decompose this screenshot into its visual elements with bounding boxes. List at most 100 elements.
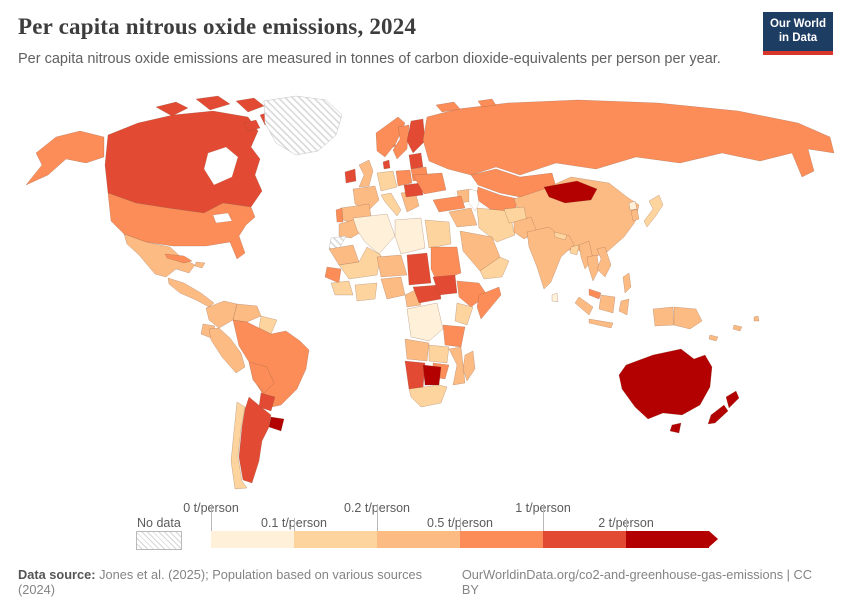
country-sumatra[interactable] (574, 296, 594, 316)
country-botswana[interactable] (422, 364, 442, 386)
legend-tick-line (294, 518, 295, 531)
country-sweden[interactable] (392, 124, 410, 160)
country-australia[interactable] (618, 348, 713, 420)
country-ireland[interactable] (344, 168, 357, 184)
country-portugal[interactable] (335, 207, 344, 223)
country-egypt[interactable] (424, 219, 452, 249)
country-romania-hungary[interactable] (403, 182, 424, 198)
legend-bin-3[interactable] (460, 531, 543, 548)
country-central-african-republic[interactable] (412, 284, 442, 304)
country-russia[interactable] (422, 99, 835, 178)
country-papua-new-guinea[interactable] (673, 306, 703, 330)
country-nepal[interactable] (553, 231, 568, 241)
country-finland[interactable] (406, 118, 426, 154)
country-mongolia[interactable] (543, 180, 598, 204)
country-mexico[interactable] (123, 233, 196, 278)
country-hispaniola[interactable] (194, 261, 206, 269)
legend-bin-1[interactable] (294, 531, 377, 548)
country-italy[interactable] (380, 192, 402, 217)
country-senegal[interactable] (324, 266, 342, 284)
country-libya[interactable] (394, 217, 426, 255)
country-new-zealand-south[interactable] (707, 404, 729, 425)
country-uk[interactable] (358, 159, 374, 188)
country-uruguay[interactable] (268, 416, 285, 432)
country-baltics[interactable] (408, 152, 424, 170)
country-syria-iraq[interactable] (448, 207, 478, 228)
legend-tick-0: 0 t/person (183, 501, 239, 515)
country-somalia[interactable] (476, 286, 502, 320)
country-germany[interactable] (376, 170, 398, 192)
country-iran[interactable] (476, 207, 516, 243)
country-paraguay[interactable] (258, 392, 276, 412)
country-angola[interactable] (404, 338, 430, 362)
country-canada[interactable] (104, 110, 263, 214)
country-thailand[interactable] (586, 254, 600, 282)
country-mozambique[interactable] (448, 346, 466, 386)
country-sri-lanka[interactable] (551, 292, 559, 303)
country-philippines[interactable] (622, 272, 632, 294)
country-bolivia[interactable] (248, 361, 275, 394)
country-cuba[interactable] (164, 253, 193, 264)
country-west-papua[interactable] (652, 306, 675, 327)
country-chad[interactable] (406, 252, 432, 286)
country-north-korea[interactable] (628, 200, 638, 211)
country-denmark[interactable] (382, 159, 391, 170)
country-poland[interactable] (395, 169, 413, 187)
country-india[interactable] (526, 226, 575, 290)
country-alaska[interactable] (25, 130, 105, 186)
country-france[interactable] (352, 185, 380, 211)
data-source-text: Data source: Jones et al. (2025); Popula… (18, 567, 462, 597)
legend-bin-5[interactable] (626, 531, 709, 548)
country-new-zealand-north[interactable] (725, 390, 740, 409)
country-argentina[interactable] (238, 396, 272, 484)
country-canadian-islands[interactable] (195, 95, 231, 111)
country-madagascar[interactable] (462, 350, 476, 382)
country-zambia[interactable] (428, 344, 450, 364)
country-new-caledonia[interactable] (732, 324, 743, 332)
country-south-sudan[interactable] (432, 274, 458, 296)
country-canadian-islands[interactable] (235, 97, 265, 113)
country-japan[interactable] (643, 194, 664, 228)
country-guinea-region[interactable] (330, 280, 354, 296)
country-canadian-islands[interactable] (155, 101, 189, 117)
country-algeria[interactable] (352, 213, 396, 255)
legend-bin-0[interactable] (211, 531, 294, 548)
legend-bin-2[interactable] (377, 531, 460, 548)
country-peru[interactable] (208, 327, 246, 374)
country-borneo[interactable] (598, 294, 616, 314)
country-kenya[interactable] (454, 302, 474, 326)
country-norway[interactable] (375, 116, 406, 158)
legend-no-data-swatch[interactable] (136, 531, 182, 550)
country-canadian-islands[interactable] (243, 119, 261, 132)
country-bangladesh[interactable] (569, 244, 580, 256)
country-vietnam-laos[interactable] (596, 246, 612, 278)
country-tasmania[interactable] (669, 422, 682, 434)
country-solomon-islands[interactable] (708, 334, 719, 342)
country-venezuela[interactable] (232, 303, 262, 323)
country-namibia[interactable] (404, 360, 426, 390)
country-niger[interactable] (376, 254, 408, 278)
country-yemen-oman[interactable] (479, 256, 510, 280)
country-chile[interactable] (230, 401, 248, 490)
country-franz-josef[interactable] (477, 98, 497, 108)
country-java[interactable] (588, 318, 614, 329)
legend-tick-line (626, 518, 627, 531)
country-ghana-ivory-coast[interactable] (354, 282, 378, 302)
country-mauritania[interactable] (328, 244, 360, 266)
country-nigeria[interactable] (380, 276, 406, 300)
country-fiji[interactable] (753, 315, 760, 322)
country-ukraine[interactable] (412, 172, 447, 195)
country-central-america[interactable] (167, 277, 215, 308)
country-south-korea[interactable] (630, 208, 640, 222)
country-greenland[interactable] (263, 95, 343, 156)
country-tanzania[interactable] (442, 324, 466, 348)
country-mali[interactable] (338, 246, 382, 280)
legend-tick-2: 2 t/person (598, 516, 654, 530)
country-malaysia[interactable] (588, 288, 602, 300)
country-sulawesi[interactable] (618, 298, 630, 316)
country-turkey[interactable] (432, 195, 466, 213)
legend-bin-4[interactable] (543, 531, 626, 548)
country-drc[interactable] (406, 302, 444, 342)
country-south-africa[interactable] (408, 384, 448, 408)
country-svalbard[interactable] (435, 101, 461, 113)
